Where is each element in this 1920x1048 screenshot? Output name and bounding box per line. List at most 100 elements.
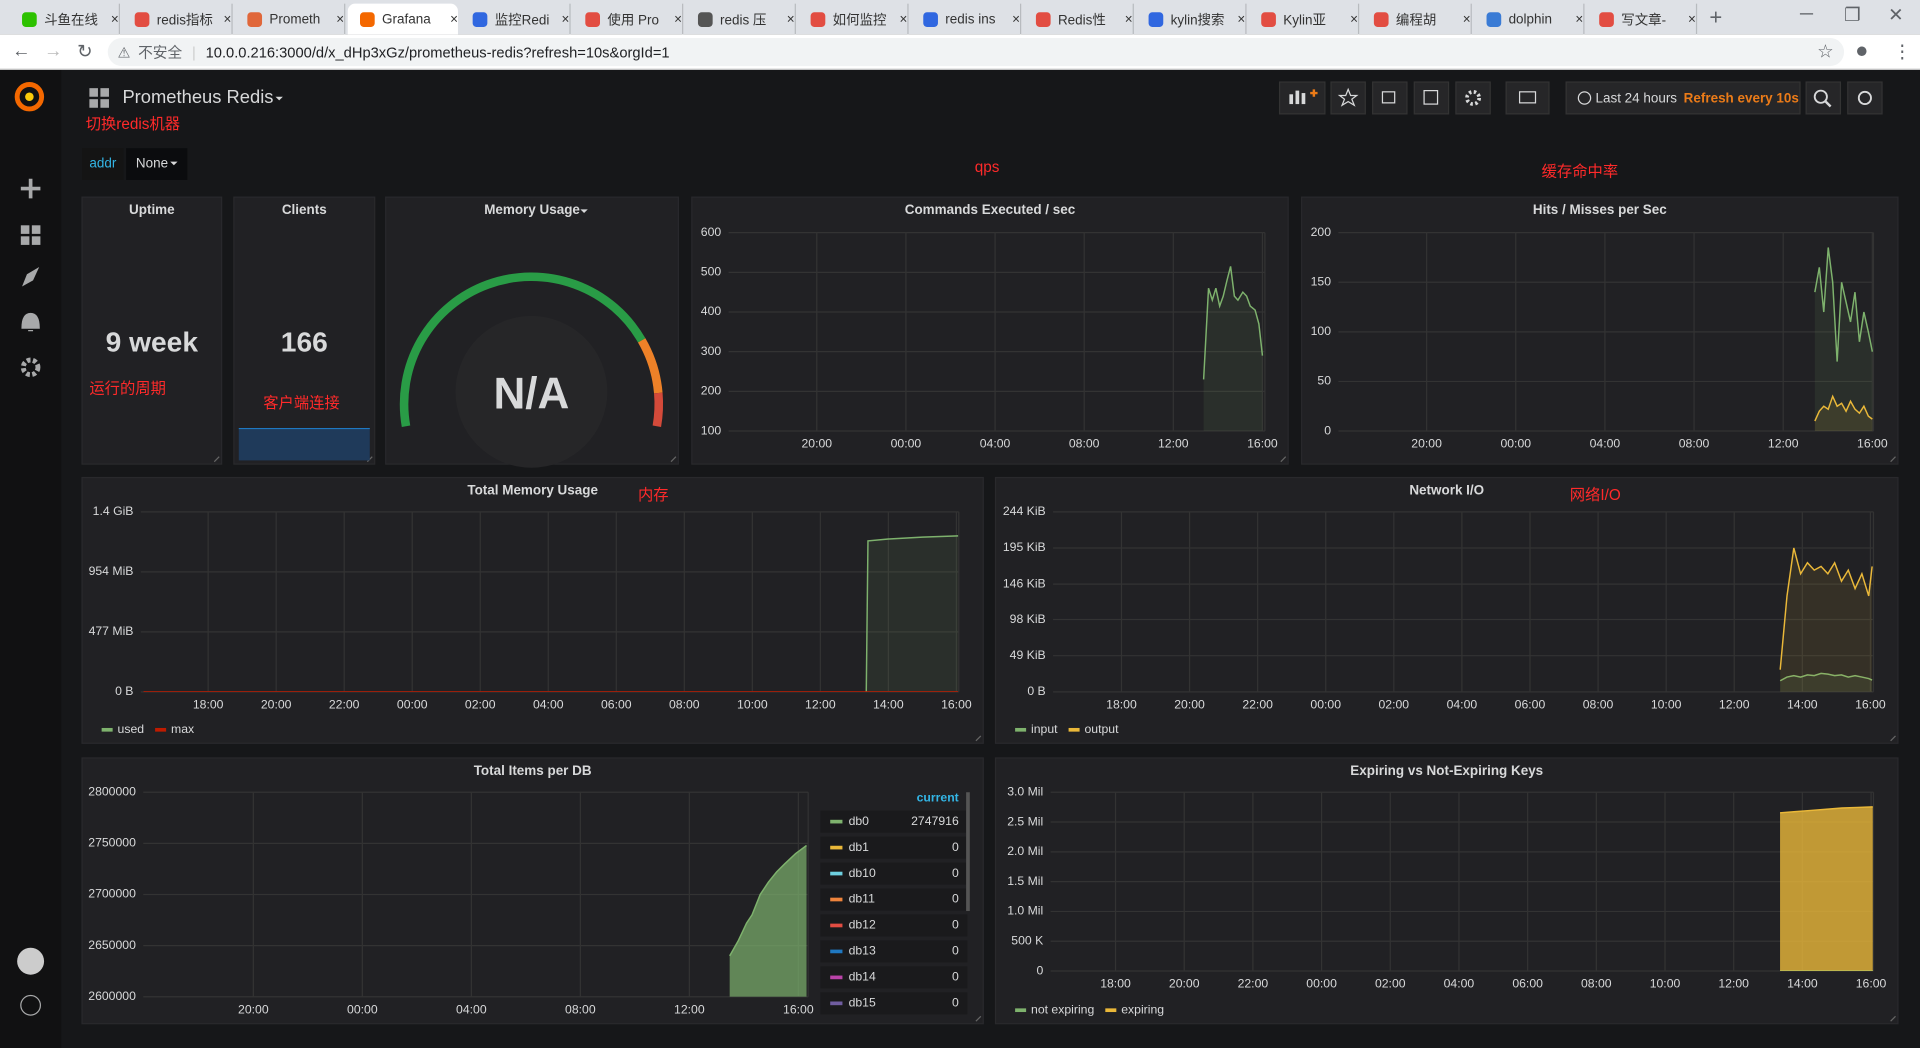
star-button[interactable]	[1330, 81, 1366, 115]
logo-core[interactable]	[25, 92, 34, 102]
tab-close[interactable]: ×	[1012, 11, 1020, 27]
x-tick-label: 08:00	[1583, 698, 1614, 712]
tab-close[interactable]: ×	[1688, 11, 1696, 27]
legend-row	[820, 914, 968, 937]
tab-close[interactable]: ×	[1350, 11, 1358, 27]
tab-close[interactable]: ×	[1575, 11, 1584, 27]
browser-tab[interactable]: Grafana ×	[347, 3, 458, 35]
zoom-button[interactable]	[1805, 81, 1842, 115]
browser-tab[interactable]: Redis性 ×	[1024, 3, 1134, 35]
time-picker[interactable]	[1565, 81, 1801, 115]
x-tick-label: 02:00	[465, 698, 496, 712]
dashboard-title[interactable]: Prometheus Redis	[122, 86, 273, 107]
explore-icon[interactable]	[22, 266, 40, 287]
tab-title[interactable]: Kylin亚	[1283, 12, 1326, 28]
tab-close[interactable]: ×	[786, 11, 795, 27]
x-tick-label: 04:00	[980, 437, 1011, 451]
browser-tab[interactable]: dolphin ×	[1474, 3, 1585, 35]
series-area	[729, 845, 807, 997]
tab-title[interactable]: Prometh	[269, 11, 321, 27]
create-icon[interactable]	[20, 178, 41, 199]
tab-title[interactable]: Redis性	[1057, 12, 1106, 28]
title-caret[interactable]	[275, 96, 283, 101]
menu[interactable]: ⋮	[1893, 41, 1912, 63]
tab-title[interactable]: 编程胡	[1395, 12, 1437, 28]
share-button[interactable]	[1372, 81, 1408, 115]
plot	[1779, 806, 1873, 972]
tab-close[interactable]: ×	[450, 11, 458, 27]
reload[interactable]: ↻	[77, 41, 93, 63]
tab-title[interactable]: dolphin	[1508, 11, 1553, 27]
tv-button[interactable]	[1505, 81, 1550, 115]
tab-title[interactable]: Grafana	[382, 11, 431, 27]
profile[interactable]: ●	[1855, 37, 1869, 63]
tab-close[interactable]: ×	[1124, 11, 1133, 27]
restore[interactable]: ❐	[1844, 4, 1861, 26]
refresh-interval[interactable]: Refresh every 10s	[1684, 91, 1799, 106]
y-tick-label: 2700000	[88, 887, 136, 901]
new-tab[interactable]: +	[1709, 4, 1723, 30]
tab-close[interactable]: ×	[110, 11, 119, 27]
grafana-logo[interactable]	[14, 82, 45, 112]
url[interactable]: 10.0.0.216:3000/d/x_dHp3xGz/prometheus-r…	[205, 43, 670, 61]
browser-tab[interactable]: redis指标 ×	[122, 3, 233, 35]
tab-title[interactable]: 监控Redi	[494, 12, 550, 28]
settings-button[interactable]	[1455, 81, 1491, 115]
config-icon[interactable]	[20, 357, 41, 378]
browser-tab[interactable]: 使用 Pro ×	[573, 3, 684, 35]
tab-close[interactable]: ×	[223, 11, 232, 27]
time-range[interactable]: Last 24 hours	[1596, 91, 1678, 106]
y-tick-label: 477 MiB	[89, 624, 134, 638]
tab-title[interactable]: redis 压	[720, 12, 767, 28]
tab-title[interactable]: 如何监控	[832, 12, 887, 28]
alert-icon[interactable]	[21, 312, 40, 332]
browser-tab[interactable]: 写文章- ×	[1587, 3, 1698, 35]
variable-select[interactable]	[126, 148, 188, 180]
close-window[interactable]: ✕	[1888, 4, 1904, 26]
panel-title: Commands Executed / sec	[905, 202, 1076, 217]
variable-value[interactable]: None	[136, 156, 168, 171]
y-tick-label: 146 KiB	[1003, 576, 1046, 590]
browser-tab[interactable]: redis ins ×	[911, 3, 1022, 35]
browser-tab[interactable]: 如何监控 ×	[798, 3, 909, 35]
url-box[interactable]: ⚠ 不安全 | 10.0.0.216:3000/d/x_dHp3xGz/prom…	[107, 37, 1845, 67]
dashboards-icon[interactable]	[20, 225, 41, 245]
x-tick-label: 10:00	[737, 698, 768, 712]
tab-title[interactable]: kylin搜索	[1170, 12, 1225, 28]
x-tick-label: 06:00	[1512, 977, 1543, 991]
series-line	[1202, 266, 1264, 380]
browser-tab[interactable]: redis 压 ×	[686, 3, 796, 35]
tab-close[interactable]: ×	[1462, 11, 1471, 27]
minimize[interactable]: ─	[1800, 3, 1814, 25]
tab-title[interactable]: 使用 Pro	[607, 12, 660, 28]
tab-title[interactable]: redis指标	[156, 12, 213, 28]
variable-caret[interactable]	[170, 161, 178, 166]
bookmark[interactable]: ☆	[1817, 41, 1834, 63]
tab-close[interactable]: ×	[899, 11, 908, 27]
toolbar-buttons[interactable]	[1278, 81, 1883, 115]
x-tick-label: 00:00	[1500, 437, 1531, 451]
forward[interactable]: →	[44, 40, 63, 62]
legend-value: 0	[952, 892, 959, 906]
browser-tab[interactable]: Prometh ×	[235, 3, 346, 35]
x-tick-label: 00:00	[1306, 977, 1337, 991]
tab-close[interactable]: ×	[336, 11, 345, 27]
tab-title[interactable]: redis ins	[945, 11, 996, 27]
browser-tab[interactable]: kylin搜索 ×	[1136, 3, 1247, 35]
tab-close[interactable]: ×	[561, 11, 570, 27]
x-tick-label: 04:00	[1444, 977, 1475, 991]
back[interactable]: ←	[12, 40, 31, 62]
tab-close[interactable]: ×	[1237, 11, 1246, 27]
tab-title[interactable]: 写文章-	[1621, 12, 1667, 28]
tab-title[interactable]: 斗鱼在线	[44, 12, 98, 28]
browser-tab[interactable]: 监控Redi ×	[460, 3, 571, 35]
logo-ring[interactable]	[14, 82, 45, 112]
browser-tab[interactable]: 编程胡 ×	[1362, 3, 1472, 35]
refresh-button[interactable]	[1847, 81, 1883, 115]
save-button[interactable]	[1413, 81, 1450, 115]
help-icon[interactable]	[20, 994, 42, 1016]
browser-tab[interactable]: Kylin亚 ×	[1249, 3, 1360, 35]
avatar[interactable]	[17, 947, 45, 975]
tab-close[interactable]: ×	[674, 11, 683, 27]
browser-tab[interactable]: 斗鱼在线 ×	[10, 3, 120, 35]
